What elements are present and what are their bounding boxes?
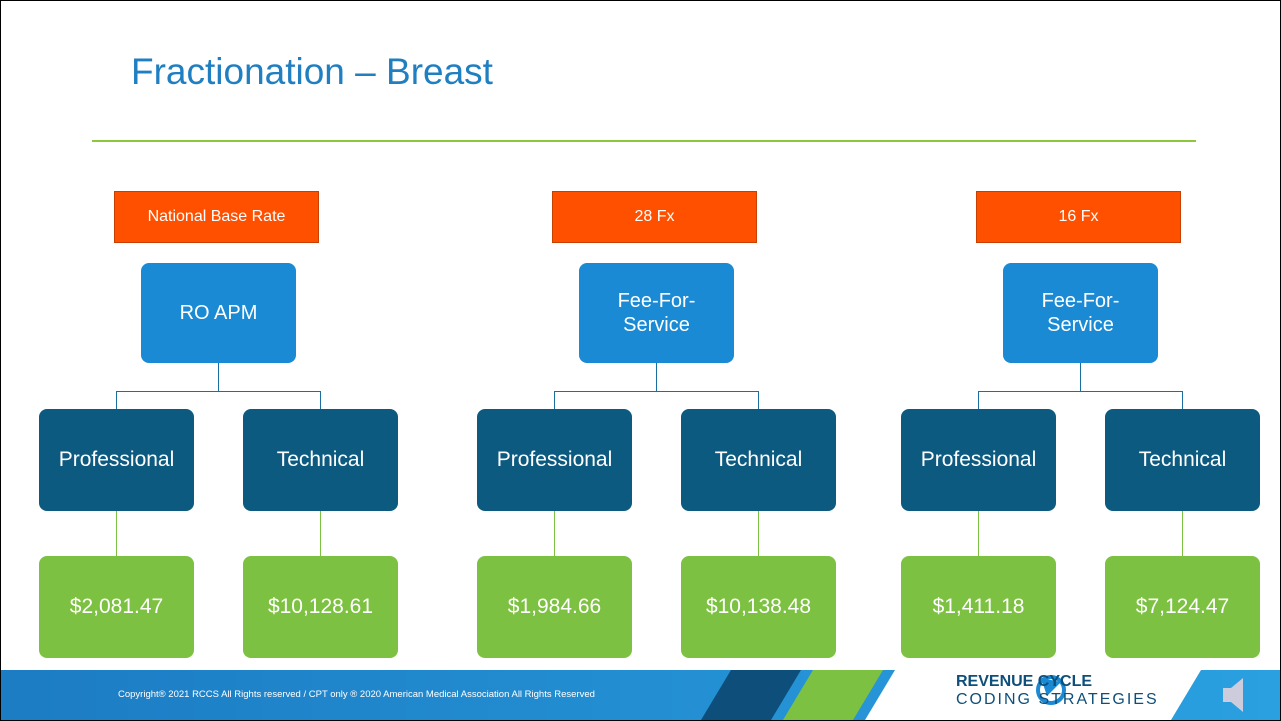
- connector: [116, 511, 117, 556]
- connector: [1080, 363, 1081, 391]
- connector: [1182, 511, 1183, 556]
- logo-line: CODING STRATEGIES: [956, 691, 1159, 708]
- child-node: Professional: [901, 409, 1056, 511]
- child-node: Professional: [39, 409, 194, 511]
- root-node: Fee-For-Service: [579, 263, 734, 363]
- connector: [978, 511, 979, 556]
- connector: [116, 391, 321, 392]
- amount-node: $2,081.47: [39, 556, 194, 658]
- connector: [554, 391, 759, 392]
- connector: [978, 391, 1183, 392]
- connector: [554, 511, 555, 556]
- copyright: Copyright® 2021 RCCS All Rights reserved…: [118, 689, 595, 700]
- root-node: RO APM: [141, 263, 296, 363]
- footer-band: [1, 670, 1280, 720]
- amount-node: $10,138.48: [681, 556, 836, 658]
- group-header: 28 Fx: [552, 191, 757, 243]
- connector: [218, 363, 219, 391]
- connector: [656, 363, 657, 391]
- group-header: 16 Fx: [976, 191, 1181, 243]
- group-header: National Base Rate: [114, 191, 319, 243]
- amount-node: $1,984.66: [477, 556, 632, 658]
- title-rule: [92, 140, 1196, 142]
- connector: [554, 391, 555, 409]
- connector: [1182, 391, 1183, 409]
- child-node: Technical: [1105, 409, 1260, 511]
- child-node: Technical: [243, 409, 398, 511]
- child-node: Technical: [681, 409, 836, 511]
- connector: [116, 391, 117, 409]
- root-node: Fee-For-Service: [1003, 263, 1158, 363]
- slide-title: Fractionation – Breast: [131, 51, 493, 92]
- amount-node: $1,411.18: [901, 556, 1056, 658]
- amount-node: $7,124.47: [1105, 556, 1260, 658]
- logo-line: REVENUE CYCLE: [956, 673, 1093, 690]
- connector: [978, 391, 979, 409]
- child-node: Professional: [477, 409, 632, 511]
- connector: [758, 511, 759, 556]
- connector: [320, 511, 321, 556]
- connector: [758, 391, 759, 409]
- amount-node: $10,128.61: [243, 556, 398, 658]
- connector: [320, 391, 321, 409]
